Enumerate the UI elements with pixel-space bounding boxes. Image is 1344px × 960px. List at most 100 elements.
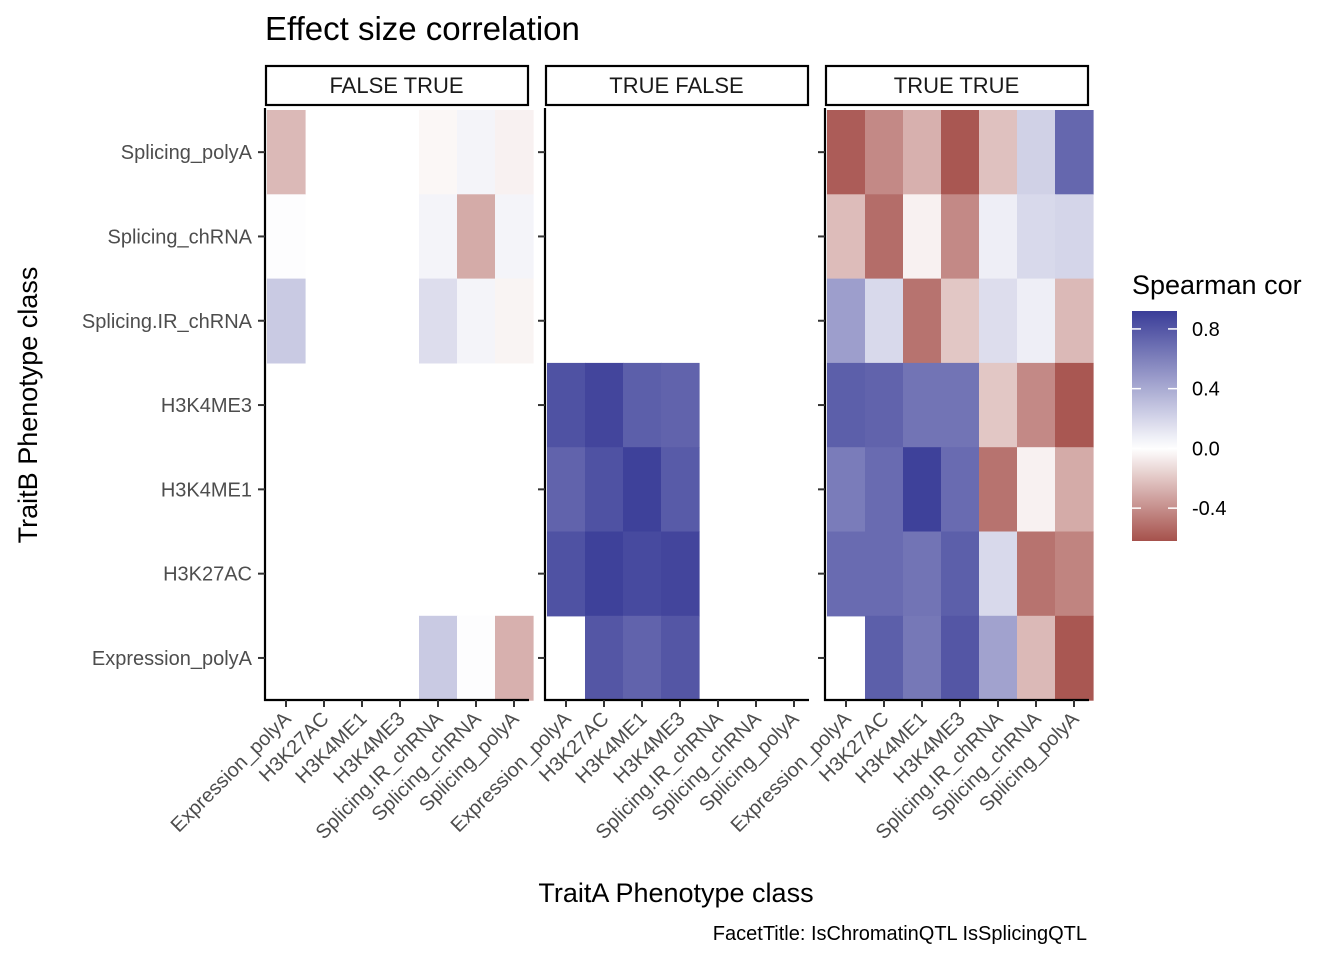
heatmap-cell: [827, 194, 866, 280]
heatmap-cell: [903, 615, 942, 701]
legend-tick-label: -0.4: [1192, 498, 1226, 520]
heatmap-cell: [827, 110, 866, 195]
heatmap-cell: [865, 278, 904, 364]
heatmap-cell: [585, 362, 624, 448]
heatmap-cell: [865, 194, 904, 280]
legend-tick-label: 0.4: [1192, 379, 1220, 401]
heatmap-cell: [661, 362, 700, 448]
heatmap-cell: [827, 531, 866, 617]
heatmap-cell: [1055, 615, 1094, 701]
heatmap-cell: [457, 278, 496, 364]
heatmap-cell: [903, 194, 942, 280]
legend-colorbar: [1132, 311, 1177, 541]
heatmap-cell: [865, 110, 904, 195]
heatmap-cell: [623, 531, 662, 617]
heatmap-cell: [979, 447, 1018, 533]
heatmap-cell: [457, 110, 496, 195]
heatmap-cell: [419, 615, 458, 701]
heatmap-cell: [1055, 194, 1094, 280]
heatmap-cell: [979, 110, 1018, 195]
heatmap-cell: [419, 194, 458, 280]
heatmap-cell: [865, 615, 904, 701]
heatmap-cell: [1017, 278, 1056, 364]
heatmap-cell: [1017, 531, 1056, 617]
y-tick-label: Splicing_chRNA: [107, 226, 252, 248]
heatmap-cell: [1017, 362, 1056, 448]
legend-title: Spearman cor: [1132, 270, 1302, 300]
heatmap-cell: [827, 278, 866, 364]
heatmap-cell: [1055, 531, 1094, 617]
plot-caption: FacetTitle: IsChromatinQTL IsSplicingQTL: [713, 923, 1087, 945]
heatmap-cell: [495, 278, 534, 364]
y-tick-label: H3K4ME3: [161, 395, 252, 417]
heatmap-cell: [457, 615, 496, 701]
heatmap-cell: [547, 447, 586, 533]
heatmap-cell: [941, 447, 980, 533]
facet-strip: [824, 64, 1090, 107]
heatmap-cell: [661, 447, 700, 533]
heatmap-cell: [585, 447, 624, 533]
heatmap-cell: [585, 531, 624, 617]
heatmap-cell: [495, 194, 534, 280]
heatmap-cell: [979, 615, 1018, 701]
heatmap-cell: [267, 110, 306, 195]
heatmap-cell: [903, 362, 942, 448]
heatmap-cell: [547, 531, 586, 617]
heatmap-cell: [1055, 110, 1094, 195]
heatmap-cell: [495, 615, 534, 701]
y-tick-label: Splicing_polyA: [121, 142, 253, 164]
legend-tick-label: 0.8: [1192, 319, 1220, 341]
heatmap-cell: [1055, 447, 1094, 533]
facet-strip-label: FALSE TRUE: [329, 73, 463, 98]
heatmap-cell: [495, 110, 534, 195]
y-tick-label: H3K4ME1: [161, 479, 252, 501]
heatmap-cell: [941, 615, 980, 701]
heatmap-cell: [941, 531, 980, 617]
facet-panel: FALSE TRUEExpression_polyAH3K27ACH3K4ME1…: [167, 64, 534, 844]
heatmap-cell: [941, 110, 980, 195]
y-tick-label: H3K27AC: [163, 564, 252, 586]
heatmap-cell: [1017, 194, 1056, 280]
heatmap-cell: [827, 362, 866, 448]
color-legend: Spearman cor 0.8 0.4 0.0 -0.4: [1132, 270, 1302, 541]
heatmap-cell: [903, 447, 942, 533]
facet-strip-label: TRUE TRUE: [894, 73, 1020, 98]
x-axis-title: TraitA Phenotype class: [538, 878, 813, 908]
heatmap-cell: [585, 615, 624, 701]
y-axis-tick-labels: Splicing_polyA Splicing_chRNA Splicing.IR_…: [82, 142, 253, 670]
heatmap-cell: [661, 615, 700, 701]
facet-panel: TRUE TRUEExpression_polyAH3K27ACH3K4ME1H…: [727, 64, 1094, 844]
heatmap-cell: [661, 531, 700, 617]
heatmap-cell: [941, 278, 980, 364]
heatmap-cell: [903, 531, 942, 617]
heatmap-cell: [865, 447, 904, 533]
heatmap-cell: [623, 362, 662, 448]
heatmap-cell: [979, 531, 1018, 617]
y-tick-label: Splicing.IR_chRNA: [82, 311, 253, 333]
facet-panels: FALSE TRUEExpression_polyAH3K27ACH3K4ME1…: [167, 64, 1094, 844]
heatmap-cell: [941, 194, 980, 280]
heatmap-cell: [979, 194, 1018, 280]
heatmap-cell: [267, 194, 306, 280]
heatmap-cell: [979, 362, 1018, 448]
heatmap-cell: [623, 615, 662, 701]
y-tick-label: Expression_polyA: [92, 648, 253, 670]
heatmap-cell: [979, 278, 1018, 364]
legend-tick-label: 0.0: [1192, 438, 1220, 460]
heatmap-cell: [267, 278, 306, 364]
heatmap-cell: [903, 278, 942, 364]
facet-strip-label: TRUE FALSE: [609, 73, 743, 98]
y-axis-title: TraitB Phenotype class: [13, 267, 43, 544]
heatmap-cell: [827, 447, 866, 533]
heatmap-cell: [941, 362, 980, 448]
heatmap-cell: [419, 278, 458, 364]
heatmap-cell: [419, 110, 458, 195]
heatmap-cell: [1017, 615, 1056, 701]
heatmap-cell: [865, 362, 904, 448]
heatmap-cell: [1017, 447, 1056, 533]
facet-strip: [544, 64, 810, 107]
heatmap-cell: [1017, 110, 1056, 195]
heatmap-cell: [903, 110, 942, 195]
heatmap-cell: [623, 447, 662, 533]
